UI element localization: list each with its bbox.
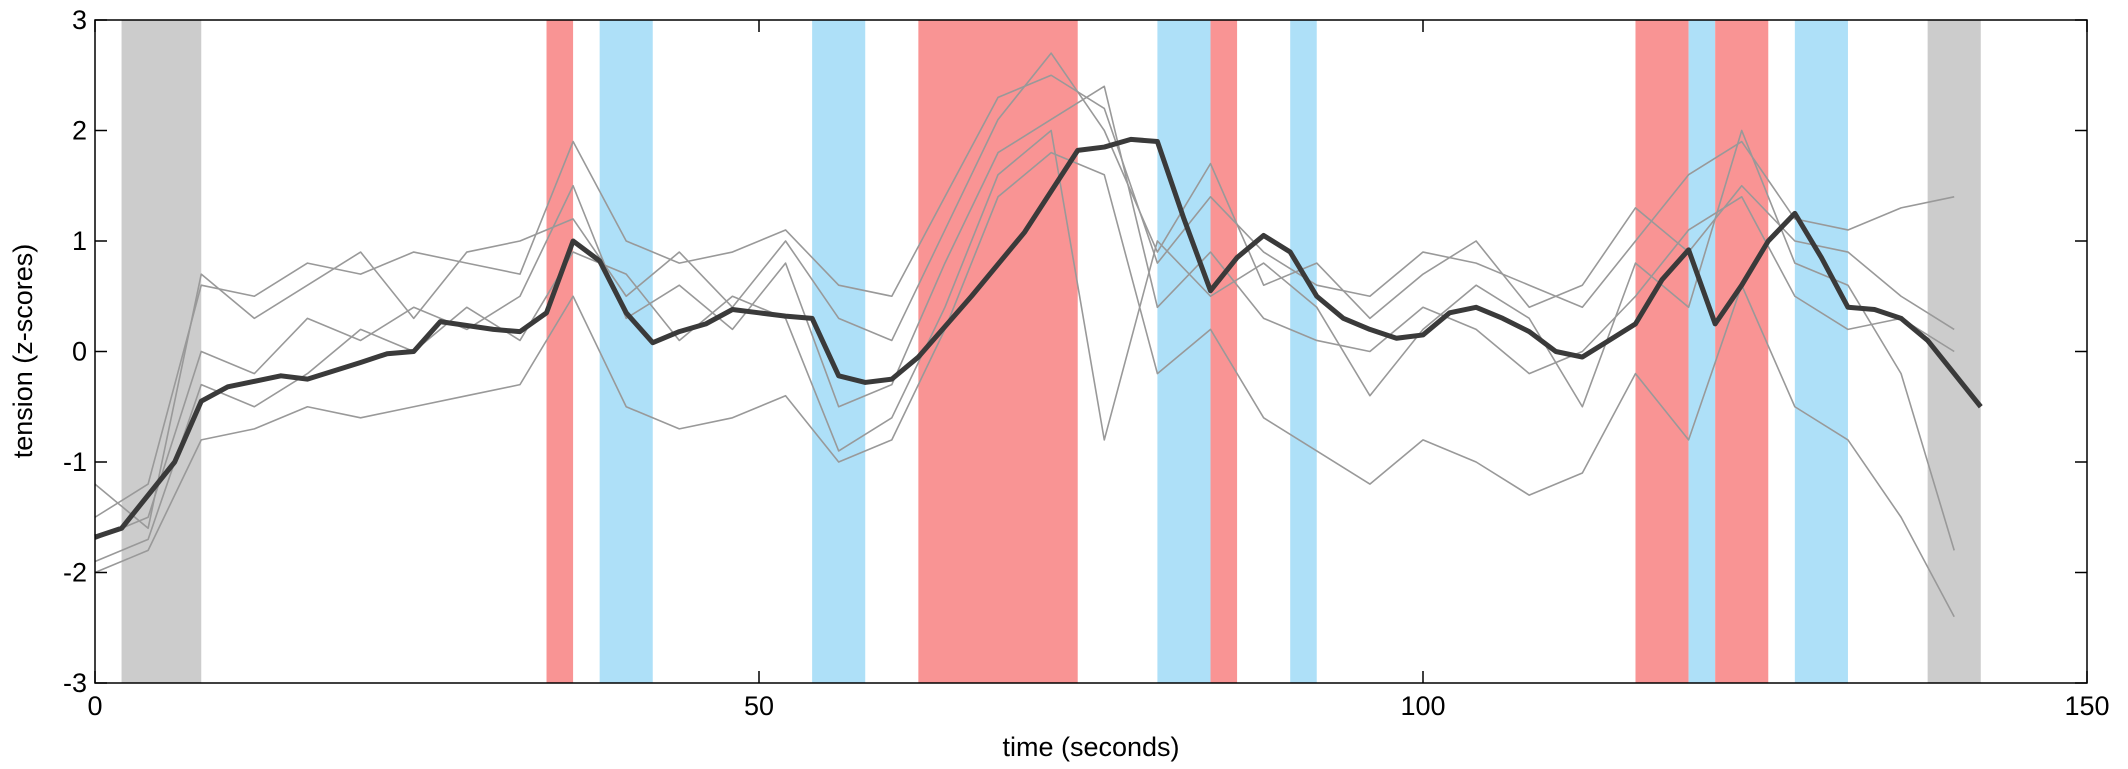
series-line (94, 136, 1983, 540)
band (812, 20, 866, 683)
y-tick-label: 2 (72, 116, 87, 146)
y-tick-label: -3 (63, 668, 87, 698)
band (1794, 20, 1848, 683)
band (546, 20, 574, 683)
band (599, 20, 653, 683)
x-tick-label: 50 (744, 691, 774, 721)
x-tick-label: 150 (2064, 691, 2109, 721)
band (1688, 20, 1716, 683)
bands (121, 20, 1981, 683)
y-tick-label: -1 (63, 447, 87, 477)
y-axis-label: tension (z-scores) (8, 244, 38, 459)
axes: 0 50 100 150 -3 -2 -1 0 1 2 3 (63, 5, 2110, 721)
series-line (94, 151, 1955, 618)
y-tick-label: -2 (63, 558, 87, 588)
band (1635, 20, 1689, 683)
lines (94, 52, 1983, 618)
y-tick-label: 1 (72, 226, 87, 256)
series-line (94, 85, 1955, 541)
x-tick-label: 0 (87, 691, 102, 721)
band (121, 20, 202, 683)
series-line (94, 129, 1955, 563)
x-tick-label: 100 (1400, 691, 1445, 721)
y-tick-label: 0 (72, 337, 87, 367)
series-line (94, 52, 1955, 530)
band (1715, 20, 1769, 683)
x-axis-label: time (seconds) (1002, 732, 1179, 762)
y-tick-label: 3 (72, 5, 87, 35)
band (1290, 20, 1317, 683)
